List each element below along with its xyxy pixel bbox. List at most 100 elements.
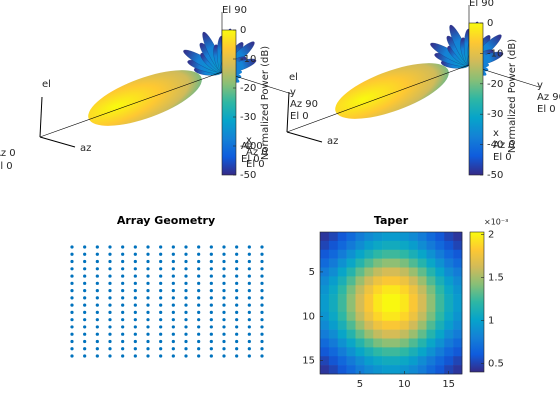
taper-cell [426, 276, 436, 286]
taper-cell [320, 276, 330, 286]
colorbar [468, 22, 484, 176]
element-marker [95, 252, 99, 256]
element-marker [108, 318, 112, 322]
taper-cell [417, 276, 427, 286]
element-marker [83, 296, 87, 300]
taper-cell [346, 303, 356, 313]
taper-cell [391, 294, 401, 304]
element-marker [197, 318, 201, 322]
element-marker [121, 267, 125, 271]
taper-cell [337, 258, 347, 268]
element-marker [171, 325, 175, 329]
element-marker [222, 296, 226, 300]
taper-cell [408, 267, 418, 277]
element-marker [222, 310, 226, 314]
element-marker [222, 259, 226, 264]
taper-cell [337, 303, 347, 313]
element-marker [121, 289, 125, 293]
taper-cell [417, 356, 427, 366]
element-marker [184, 354, 188, 358]
element-marker [171, 339, 175, 344]
taper-cell [426, 338, 436, 348]
taper-cell [399, 294, 410, 304]
element-marker [121, 303, 125, 307]
element-marker [83, 259, 87, 264]
element-marker [235, 281, 239, 285]
element-marker [83, 303, 87, 307]
taper-cell [373, 303, 383, 313]
element-marker [222, 245, 226, 249]
taper-cell [355, 258, 365, 268]
element-marker [184, 267, 188, 271]
taper-cell [346, 347, 356, 357]
colorbar-label: Normalized Power (dB) [507, 39, 518, 153]
element-marker [121, 339, 125, 344]
taper-cell [444, 294, 454, 304]
colorbar-tick-label: -30 [240, 112, 256, 123]
taper-cell [453, 258, 463, 268]
axis-annotation: El 0 [241, 154, 260, 165]
y-tick-label: 10 [302, 311, 315, 322]
element-marker [108, 347, 112, 351]
element-marker [222, 347, 226, 351]
taper-cell [417, 258, 427, 268]
element-marker [146, 245, 150, 249]
element-marker [95, 267, 99, 271]
taper-cell [435, 294, 445, 304]
taper-cell [373, 249, 383, 259]
taper-cell [355, 240, 365, 251]
taper-cell [408, 365, 418, 375]
axis-line [286, 131, 323, 143]
taper-cell [435, 285, 445, 295]
chart-title: Taper [374, 214, 409, 227]
taper-cell [346, 267, 356, 277]
element-marker [70, 259, 74, 264]
element-marker [70, 347, 74, 351]
taper-cell [337, 311, 347, 322]
taper-cell [364, 294, 374, 304]
colorbar-tick-label: 0 [240, 25, 246, 36]
element-marker [260, 289, 264, 293]
element-marker [108, 296, 112, 300]
taper-cell [337, 338, 347, 348]
element-marker [146, 325, 150, 329]
element-marker [95, 274, 99, 278]
taper-cell [444, 276, 454, 286]
taper-cell [417, 267, 427, 277]
taper-cell [453, 329, 463, 339]
taper-cell [355, 347, 365, 357]
element-marker [108, 332, 112, 336]
taper-cell [444, 249, 454, 259]
element-marker [95, 325, 99, 329]
element-marker [209, 310, 213, 314]
axis-annotation: el [289, 72, 298, 83]
taper-cell [453, 338, 463, 348]
element-marker [159, 289, 163, 293]
main-lobe [335, 63, 449, 119]
taper-cell [426, 365, 436, 375]
element-marker [133, 252, 137, 256]
taper-cell [435, 276, 445, 286]
taper-cell [355, 294, 365, 304]
element-marker [133, 354, 137, 358]
colorbar-exponent: ×10⁻³ [484, 218, 508, 227]
taper-cell [364, 240, 374, 251]
element-marker [121, 274, 125, 278]
taper-cell [328, 311, 339, 322]
element-marker [184, 259, 188, 264]
element-marker [146, 354, 150, 358]
element-marker [247, 281, 251, 285]
taper-cell [453, 311, 463, 322]
element-marker [133, 318, 137, 322]
element-marker [146, 252, 150, 256]
taper-cell [453, 303, 463, 313]
taper-cell [417, 249, 427, 259]
element-marker [171, 347, 175, 351]
taper-cell [346, 320, 356, 330]
taper-cell [328, 258, 339, 268]
taper-cell [382, 249, 392, 259]
taper-cell [435, 249, 445, 259]
colorbar-tick-label: -10 [240, 54, 256, 65]
element-marker [171, 259, 175, 264]
element-marker [209, 259, 213, 264]
